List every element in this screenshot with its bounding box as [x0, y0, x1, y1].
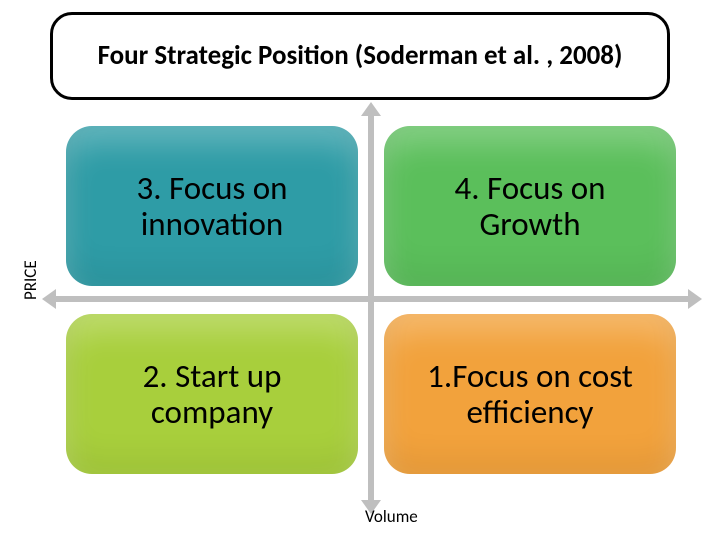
- quadrant-bottom-right: 1.Focus on cost efficiency: [384, 314, 676, 474]
- slide: Four Strategic Position (Soderman et al.…: [0, 0, 720, 540]
- quadrant-bottom-left: 2. Start up company: [66, 314, 358, 474]
- quadrant-label: 4. Focus on Growth: [404, 170, 656, 243]
- quadrant-top-left: 3. Focus on innovation: [66, 126, 358, 286]
- axis-horizontal: [54, 296, 690, 302]
- x-axis-label: Volume: [365, 506, 418, 527]
- quadrant-label: 2. Start up company: [86, 358, 338, 431]
- quadrant-label: 3. Focus on innovation: [86, 170, 338, 243]
- axis-vertical: [368, 114, 374, 502]
- y-axis-label: PRICE: [20, 260, 41, 300]
- title-box: Four Strategic Position (Soderman et al.…: [50, 12, 670, 100]
- slide-title: Four Strategic Position (Soderman et al.…: [98, 40, 623, 71]
- quadrant-label: 1.Focus on cost efficiency: [404, 358, 656, 431]
- quadrant-top-right: 4. Focus on Growth: [384, 126, 676, 286]
